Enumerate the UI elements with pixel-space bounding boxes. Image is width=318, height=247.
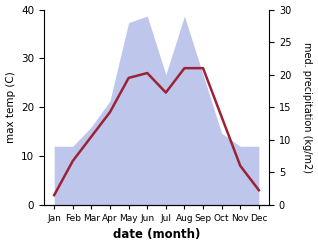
Y-axis label: med. precipitation (kg/m2): med. precipitation (kg/m2) [302,42,313,173]
Y-axis label: max temp (C): max temp (C) [5,71,16,143]
X-axis label: date (month): date (month) [113,228,200,242]
